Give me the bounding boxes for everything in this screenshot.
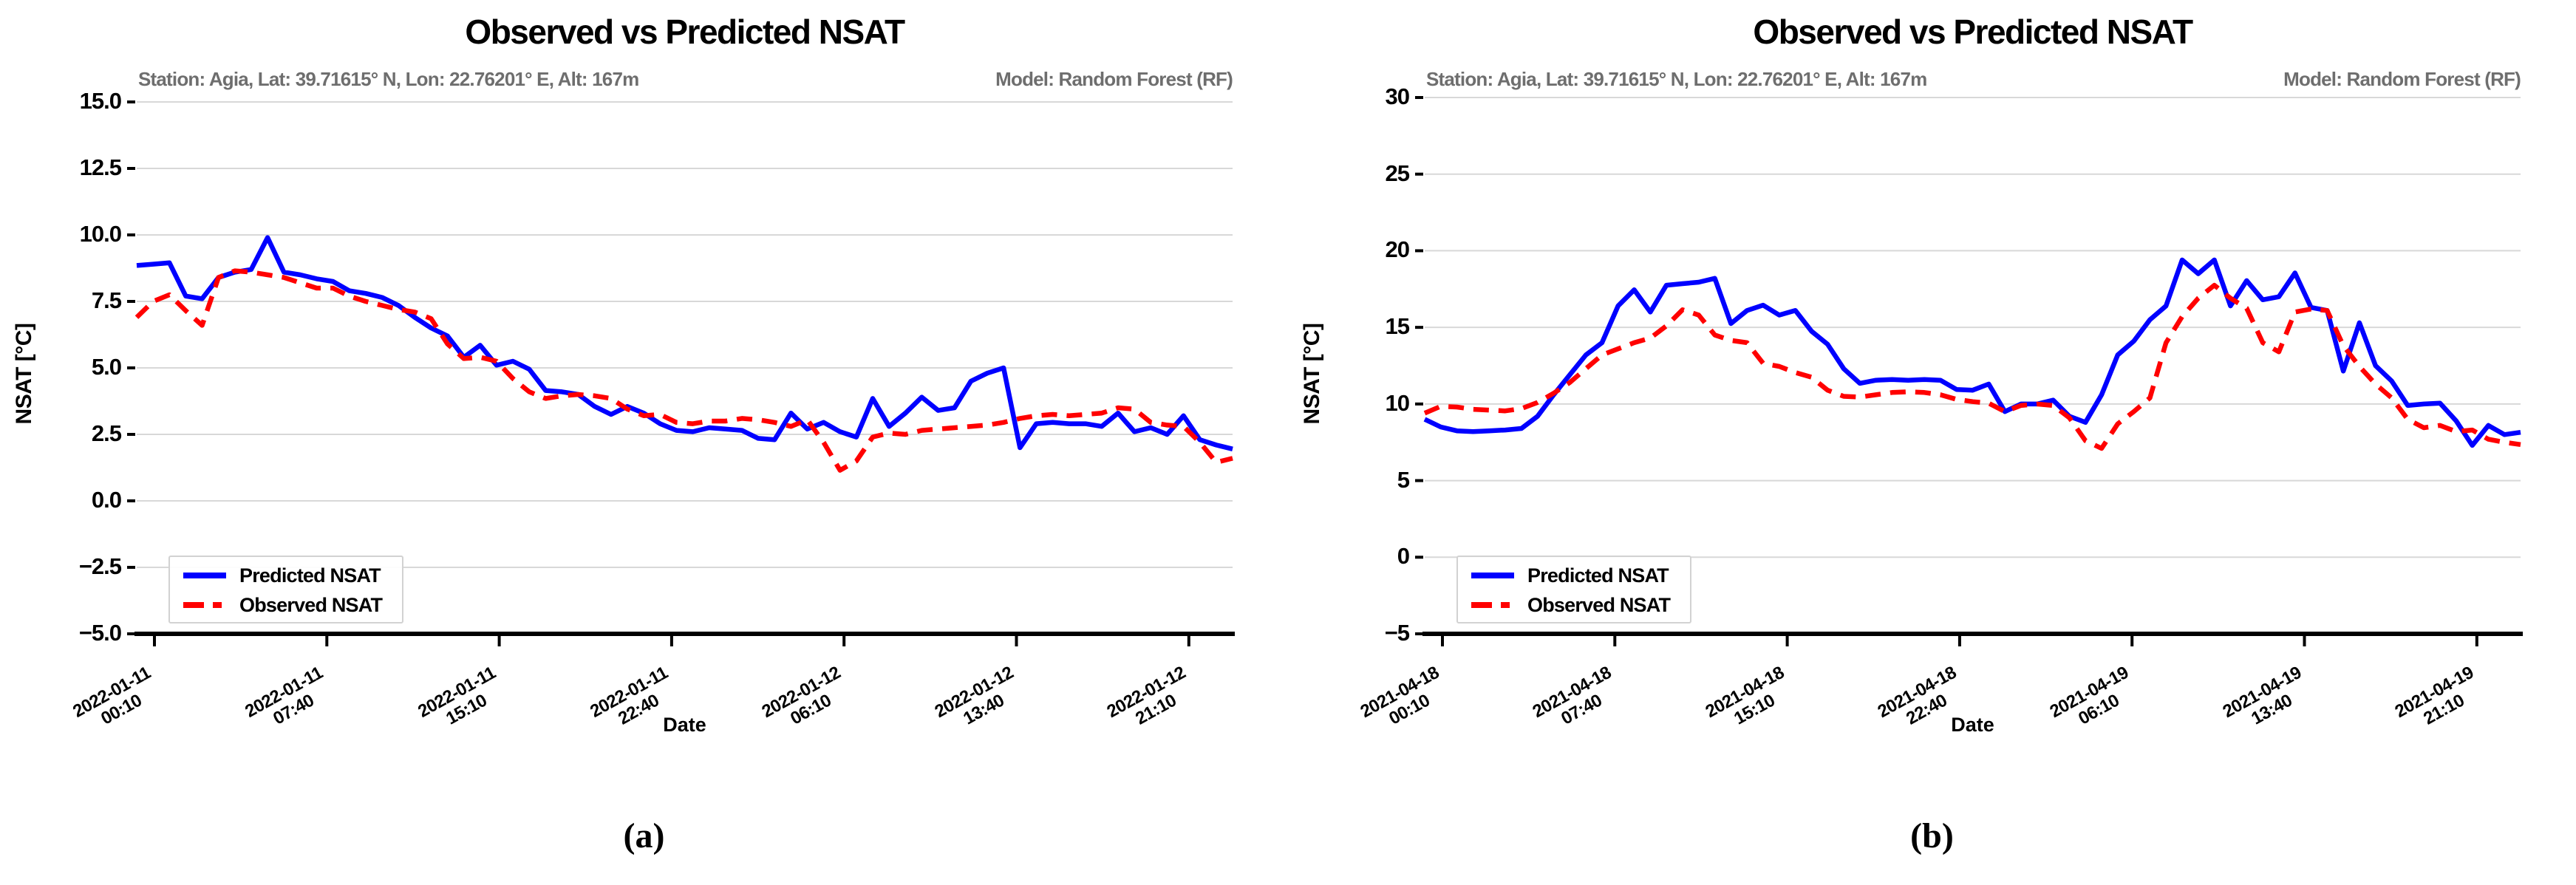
legend-label: Observed NSAT xyxy=(239,593,383,616)
y-tick-label: 15 xyxy=(1385,313,1410,340)
subfigure-label-b: (b) xyxy=(1910,816,1954,855)
y-tick-label: 5 xyxy=(1397,466,1410,493)
legend-label: Observed NSAT xyxy=(1527,593,1671,616)
y-tick-label: 5.0 xyxy=(91,354,122,380)
line-chart-a xyxy=(127,100,1235,646)
observed-series-line xyxy=(1423,282,2521,451)
station-subtitle: Station: Agia, Lat: 39.71615° N, Lon: 22… xyxy=(1426,68,1927,90)
y-tick-label: 0.0 xyxy=(91,487,122,513)
chart-title: Observed vs Predicted NSAT xyxy=(465,13,905,51)
legend: Predicted NSAT Observed NSAT xyxy=(168,556,403,623)
model-subtitle: Model: Random Forest (RF) xyxy=(2283,68,2521,90)
legend-label: Predicted NSAT xyxy=(1527,564,1669,587)
y-tick-label: 10.0 xyxy=(79,221,122,247)
predicted-line-swatch xyxy=(183,573,226,578)
line-chart-b xyxy=(1415,96,2523,646)
observed-line-swatch xyxy=(183,602,226,608)
y-tick-label: −5 xyxy=(1384,620,1410,646)
legend-label: Predicted NSAT xyxy=(239,564,381,587)
y-tick-label: 10 xyxy=(1385,389,1410,416)
y-tick-label: 15.0 xyxy=(79,88,122,114)
y-tick-label: −2.5 xyxy=(78,553,122,579)
legend: Predicted NSAT Observed NSAT xyxy=(1456,556,1691,623)
y-tick-label: −5.0 xyxy=(78,620,122,646)
y-tick-label: 2.5 xyxy=(91,420,122,446)
y-tick-label: 20 xyxy=(1385,236,1410,263)
legend-entry-observed: Observed NSAT xyxy=(182,593,383,616)
station-subtitle: Station: Agia, Lat: 39.71615° N, Lon: 22… xyxy=(138,68,639,90)
x-axis-label: Date xyxy=(663,714,706,736)
predicted-series-line xyxy=(1423,257,2521,448)
predicted-line-swatch xyxy=(1471,573,1514,578)
observed-series-line xyxy=(134,268,1233,473)
y-tick-label: 30 xyxy=(1385,83,1410,109)
legend-entry-predicted: Predicted NSAT xyxy=(182,564,381,587)
subfigure-label-a: (a) xyxy=(623,816,665,855)
predicted-series-line xyxy=(136,235,1233,451)
panel-b: Observed vs Predicted NSAT Station: Agia… xyxy=(1288,0,2576,885)
y-tick-label: 25 xyxy=(1385,160,1410,186)
panel-a: Observed vs Predicted NSAT Station: Agia… xyxy=(12,13,1235,855)
x-axis-label: Date xyxy=(1951,714,1994,736)
model-subtitle: Model: Random Forest (RF) xyxy=(995,68,1233,90)
observed-line-swatch xyxy=(1471,602,1514,608)
y-tick-label: 0 xyxy=(1397,543,1410,570)
legend-entry-predicted: Predicted NSAT xyxy=(1470,564,1669,587)
y-tick-label: 7.5 xyxy=(91,287,122,313)
y-tick-label: 12.5 xyxy=(79,154,122,180)
legend-entry-observed: Observed NSAT xyxy=(1470,593,1671,616)
chart-title: Observed vs Predicted NSAT xyxy=(1753,13,2193,51)
